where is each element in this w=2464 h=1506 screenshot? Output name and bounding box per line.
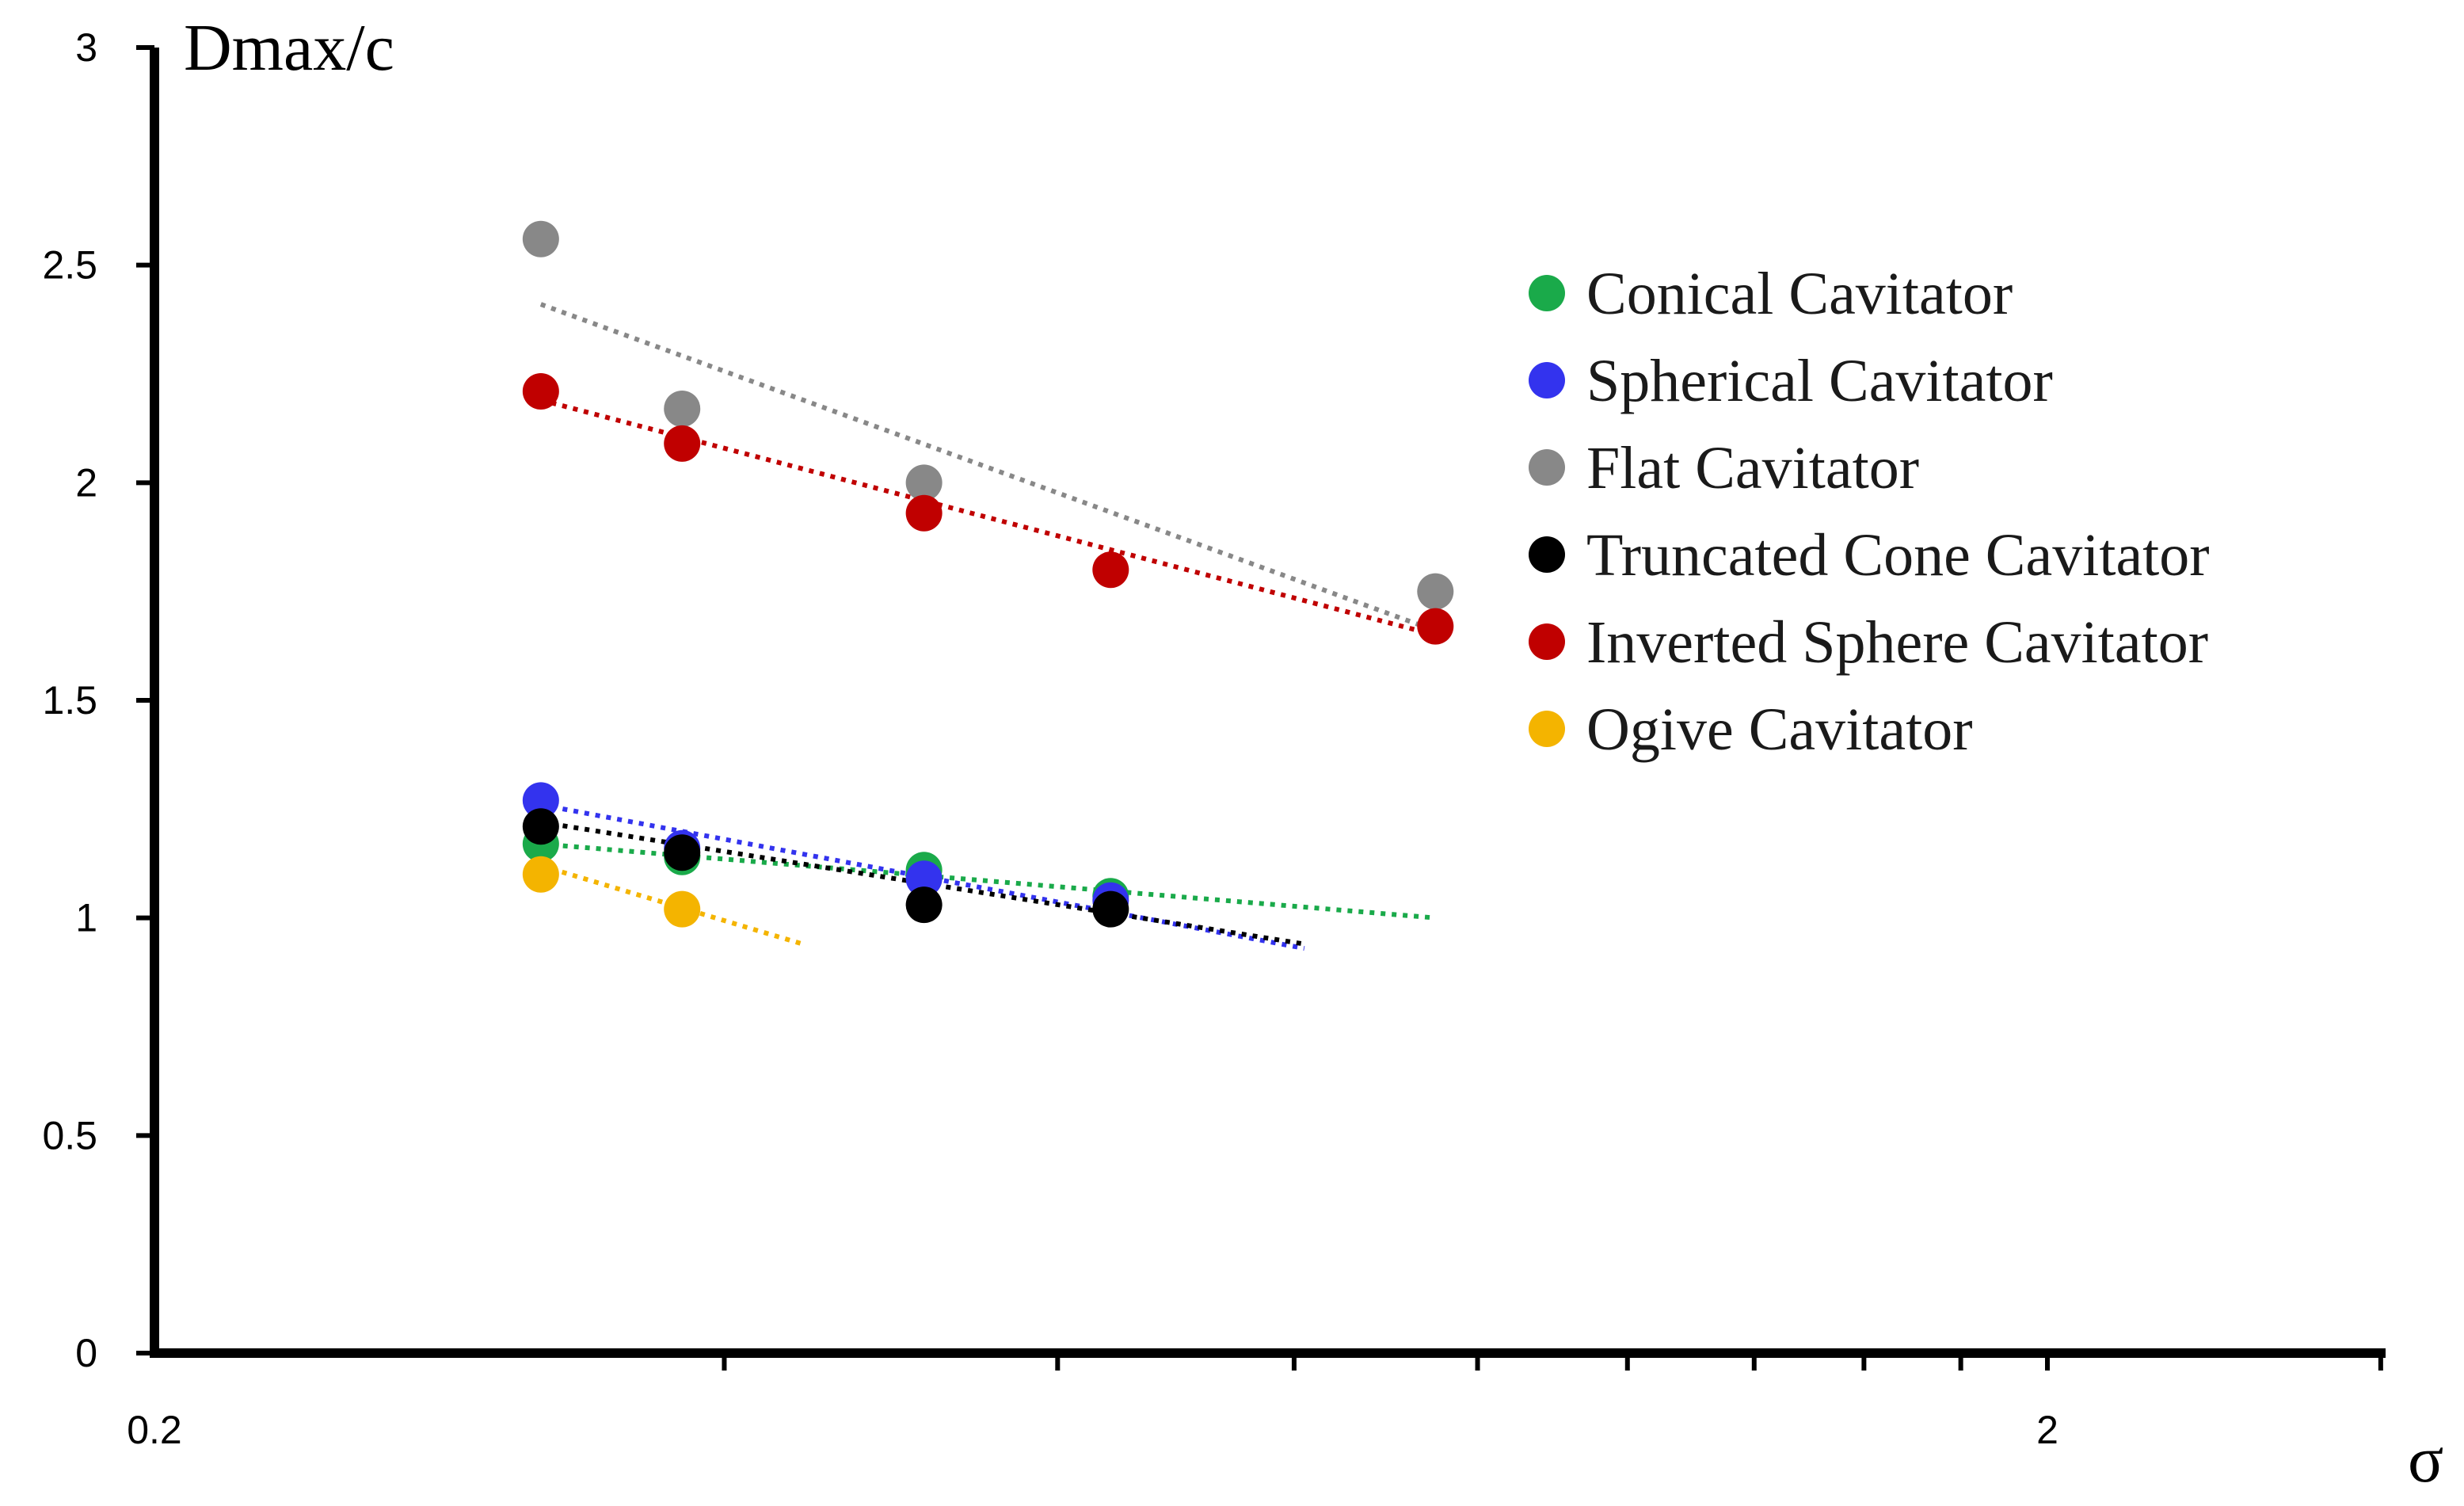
legend-marker-conical-cavitator	[1529, 275, 1565, 311]
trendline-flat-cavitator	[539, 302, 1437, 633]
y-tick-label: 1.5	[42, 678, 97, 722]
y-tick-label: 2	[75, 460, 97, 505]
legend-marker-flat-cavitator	[1529, 449, 1565, 486]
legend-label-conical-cavitator: Conical Cavitator	[1586, 261, 2013, 327]
legend-label-truncated-cone-cavitator: Truncated Cone Cavitator	[1586, 522, 2210, 589]
data-points	[522, 220, 1454, 928]
y-tick-label: 0	[75, 1331, 97, 1375]
point-ogive-cavitator-0	[522, 856, 559, 893]
y-axis-title: Dmax/c	[184, 11, 394, 85]
point-truncated-cone-cavitator-2	[905, 886, 943, 924]
y-tick-label: 2.5	[42, 243, 97, 288]
point-truncated-cone-cavitator-1	[664, 834, 701, 871]
point-truncated-cone-cavitator-0	[522, 808, 559, 845]
point-ogive-cavitator-1	[664, 890, 701, 928]
axis-ticks: 0 0.5 1 1.5 2 2.5 3 0.2 2	[42, 25, 2383, 1452]
x-axis-title: σ	[2408, 1423, 2443, 1496]
legend-label-spherical-cavitator: Spherical Cavitator	[1586, 348, 2053, 414]
point-flat-cavitator-0	[522, 220, 559, 257]
point-inverted-sphere-cavitator-1	[664, 425, 701, 462]
point-flat-cavitator-1	[664, 390, 701, 427]
y-tick-label: 1	[75, 896, 97, 940]
point-inverted-sphere-cavitator-4	[1417, 608, 1454, 645]
legend-marker-spherical-cavitator	[1529, 362, 1565, 398]
legend: Conical Cavitator Spherical Cavitator Flat…	[1529, 261, 2210, 763]
legend-marker-inverted-sphere-cavitator	[1529, 623, 1565, 660]
point-inverted-sphere-cavitator-3	[1092, 551, 1129, 589]
legend-label-ogive-cavitator: Ogive Cavitator	[1586, 696, 1973, 763]
y-tick-label: 0.5	[42, 1113, 97, 1157]
y-tick-label: 3	[75, 25, 97, 70]
trendline-truncated-cone-cavitator	[540, 819, 1305, 947]
legend-label-flat-cavitator: Flat Cavitator	[1586, 435, 1919, 501]
x-tick-label: 2	[2036, 1408, 2058, 1452]
legend-marker-truncated-cone-cavitator	[1529, 536, 1565, 573]
point-flat-cavitator-2	[905, 464, 943, 501]
point-flat-cavitator-3	[1417, 573, 1454, 610]
point-truncated-cone-cavitator-3	[1092, 890, 1129, 928]
point-inverted-sphere-cavitator-0	[522, 372, 559, 410]
legend-label-inverted-sphere-cavitator: Inverted Sphere Cavitator	[1586, 609, 2208, 676]
legend-marker-ogive-cavitator	[1529, 711, 1565, 747]
point-spherical-cavitator-2	[905, 860, 943, 898]
point-spherical-cavitator-0	[522, 782, 559, 819]
point-inverted-sphere-cavitator-2	[905, 494, 943, 532]
x-tick-label: 0.2	[127, 1408, 182, 1452]
